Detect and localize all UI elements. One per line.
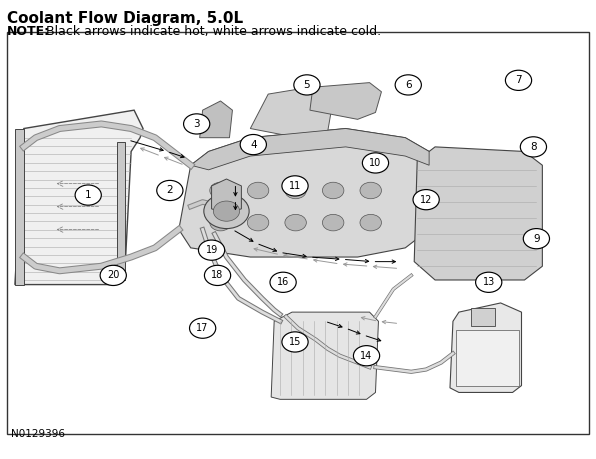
Text: Coolant Flow Diagram, 5.0L: Coolant Flow Diagram, 5.0L — [7, 11, 243, 27]
Text: 3: 3 — [193, 119, 200, 129]
Text: Black arrows indicate hot, white arrows indicate cold.: Black arrows indicate hot, white arrows … — [42, 25, 381, 38]
Polygon shape — [271, 312, 378, 399]
Circle shape — [198, 240, 225, 260]
Text: N0129396: N0129396 — [11, 429, 65, 439]
Text: 5: 5 — [303, 80, 311, 90]
Polygon shape — [191, 129, 429, 170]
Circle shape — [505, 70, 532, 90]
Polygon shape — [310, 83, 381, 119]
Polygon shape — [212, 179, 241, 213]
Text: 16: 16 — [277, 277, 289, 287]
Text: 1: 1 — [85, 190, 92, 200]
Polygon shape — [414, 147, 542, 280]
Circle shape — [322, 214, 344, 231]
Text: 6: 6 — [405, 80, 412, 90]
Circle shape — [285, 182, 306, 199]
Text: 12: 12 — [420, 195, 432, 205]
Circle shape — [322, 182, 344, 199]
Text: 10: 10 — [370, 158, 381, 168]
Circle shape — [270, 272, 296, 292]
Circle shape — [294, 75, 320, 95]
Polygon shape — [471, 308, 495, 326]
Circle shape — [190, 318, 216, 338]
Circle shape — [210, 182, 231, 199]
Polygon shape — [250, 87, 334, 138]
FancyBboxPatch shape — [7, 32, 589, 434]
Circle shape — [476, 272, 502, 292]
Circle shape — [204, 194, 249, 229]
Polygon shape — [456, 330, 519, 386]
Circle shape — [210, 214, 231, 231]
Polygon shape — [15, 129, 24, 285]
Circle shape — [282, 332, 308, 352]
Polygon shape — [450, 303, 522, 392]
Circle shape — [520, 137, 547, 157]
Circle shape — [75, 185, 101, 205]
Text: 19: 19 — [206, 245, 218, 255]
Polygon shape — [117, 142, 125, 280]
Circle shape — [395, 75, 421, 95]
Circle shape — [240, 134, 266, 155]
Circle shape — [247, 182, 269, 199]
Circle shape — [282, 176, 308, 196]
Circle shape — [362, 153, 389, 173]
Polygon shape — [200, 101, 232, 138]
Text: NOTE:: NOTE: — [7, 25, 50, 38]
Text: 17: 17 — [197, 323, 209, 333]
Circle shape — [285, 214, 306, 231]
Text: 4: 4 — [250, 140, 257, 150]
Text: 2: 2 — [166, 185, 173, 196]
Circle shape — [360, 214, 381, 231]
Circle shape — [213, 201, 240, 221]
Circle shape — [413, 190, 439, 210]
Circle shape — [360, 182, 381, 199]
Text: 18: 18 — [212, 270, 224, 280]
Text: 14: 14 — [361, 351, 372, 361]
Text: 13: 13 — [483, 277, 495, 287]
Text: 9: 9 — [533, 234, 540, 244]
Text: 8: 8 — [530, 142, 537, 152]
Text: 15: 15 — [289, 337, 301, 347]
Circle shape — [353, 346, 380, 366]
Circle shape — [204, 265, 231, 285]
Text: 11: 11 — [289, 181, 301, 191]
Polygon shape — [15, 110, 143, 285]
Circle shape — [184, 114, 210, 134]
Circle shape — [100, 265, 126, 285]
Circle shape — [157, 180, 183, 201]
Circle shape — [523, 229, 550, 249]
Circle shape — [247, 214, 269, 231]
Text: 20: 20 — [107, 270, 119, 280]
Text: 7: 7 — [515, 75, 522, 85]
Polygon shape — [179, 129, 429, 257]
